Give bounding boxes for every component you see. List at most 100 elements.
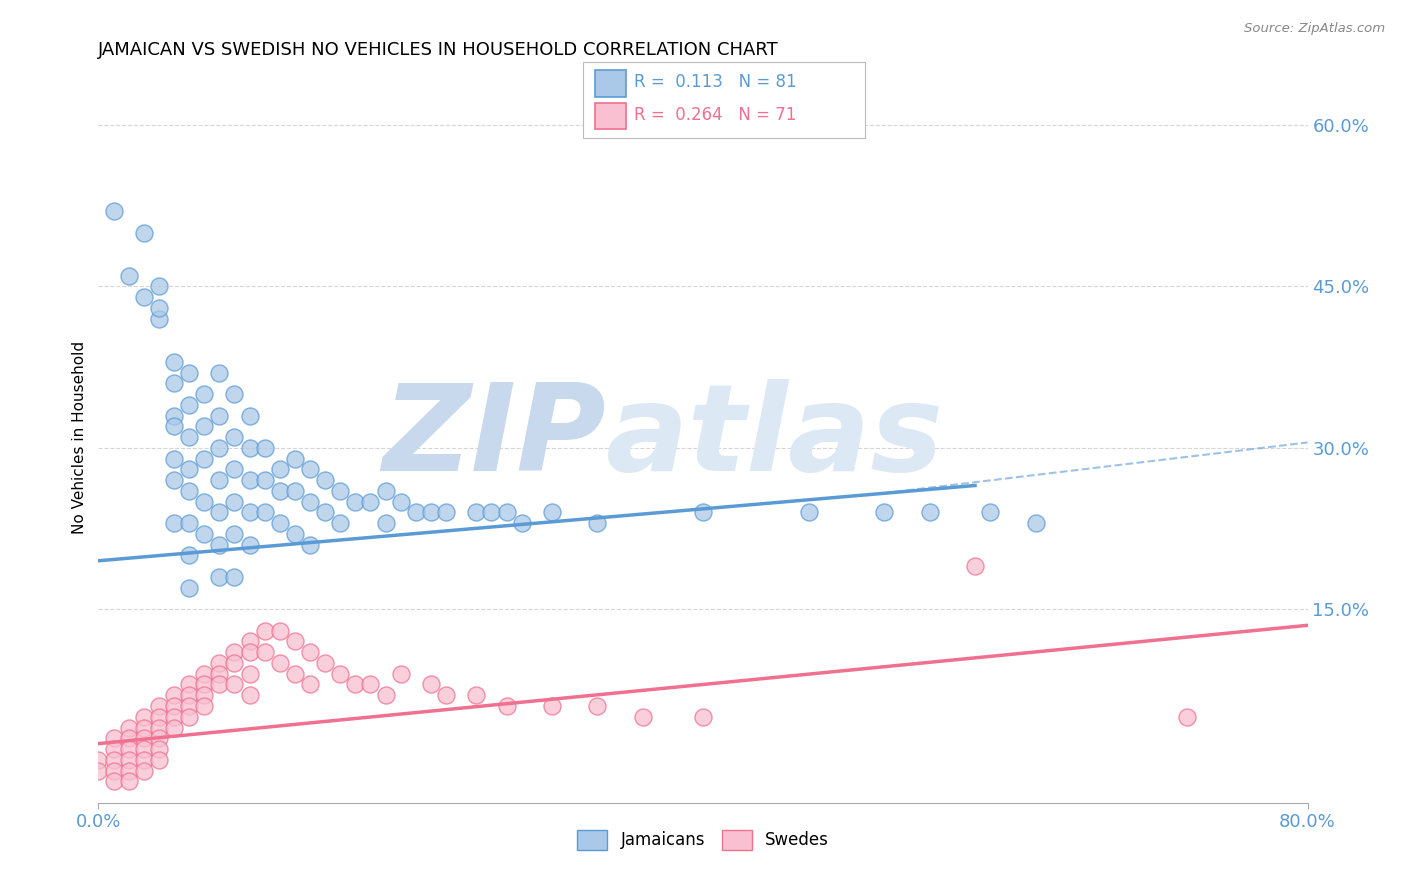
Point xyxy=(224,645,246,659)
Point xyxy=(269,624,291,638)
Point xyxy=(314,656,336,670)
Point xyxy=(148,731,170,746)
Text: ZIP: ZIP xyxy=(382,378,606,496)
Point xyxy=(208,656,231,670)
Point xyxy=(586,516,609,530)
Point xyxy=(495,698,517,713)
Point xyxy=(269,656,291,670)
Point xyxy=(163,409,186,423)
Point xyxy=(132,731,155,746)
Point xyxy=(87,764,110,778)
Point xyxy=(224,570,246,584)
Point xyxy=(797,505,820,519)
Point xyxy=(253,473,276,487)
Point xyxy=(148,698,170,713)
Point xyxy=(208,473,231,487)
Point xyxy=(299,462,322,476)
Point xyxy=(179,430,201,444)
Point xyxy=(224,494,246,508)
Point xyxy=(284,483,307,498)
Point xyxy=(132,290,155,304)
Point xyxy=(465,505,488,519)
Point xyxy=(163,419,186,434)
Point xyxy=(148,301,170,315)
Point xyxy=(224,677,246,691)
Point xyxy=(692,710,714,724)
Text: JAMAICAN VS SWEDISH NO VEHICLES IN HOUSEHOLD CORRELATION CHART: JAMAICAN VS SWEDISH NO VEHICLES IN HOUSE… xyxy=(98,41,779,59)
Point xyxy=(103,731,125,746)
Point xyxy=(239,634,262,648)
Point xyxy=(389,494,412,508)
Point xyxy=(405,505,427,519)
Point xyxy=(314,473,336,487)
Point xyxy=(253,505,276,519)
Point xyxy=(374,516,396,530)
Point xyxy=(979,505,1001,519)
Point xyxy=(193,494,215,508)
Point xyxy=(239,538,262,552)
Point xyxy=(103,204,125,219)
Point xyxy=(179,398,201,412)
Point xyxy=(208,441,231,455)
Point xyxy=(118,742,141,756)
Point xyxy=(329,516,352,530)
Point xyxy=(148,311,170,326)
Point xyxy=(132,226,155,240)
Point xyxy=(163,451,186,466)
Point xyxy=(163,721,186,735)
Point xyxy=(208,409,231,423)
Point xyxy=(179,688,201,702)
Point xyxy=(193,688,215,702)
Point xyxy=(179,366,201,380)
Point xyxy=(344,494,367,508)
Point xyxy=(163,688,186,702)
Point xyxy=(224,527,246,541)
Point xyxy=(208,570,231,584)
Point xyxy=(118,753,141,767)
Legend: Jamaicans, Swedes: Jamaicans, Swedes xyxy=(571,823,835,856)
Point xyxy=(269,462,291,476)
Point xyxy=(193,666,215,681)
Point xyxy=(179,462,201,476)
Point xyxy=(208,538,231,552)
Point xyxy=(495,505,517,519)
Text: R =  0.264   N = 71: R = 0.264 N = 71 xyxy=(634,106,796,124)
Point xyxy=(148,710,170,724)
Point xyxy=(253,645,276,659)
Point xyxy=(389,666,412,681)
Point xyxy=(103,742,125,756)
Point xyxy=(118,774,141,789)
Point xyxy=(103,774,125,789)
Point xyxy=(208,666,231,681)
Point xyxy=(965,559,987,574)
Text: atlas: atlas xyxy=(606,378,945,496)
Point xyxy=(179,698,201,713)
Point xyxy=(873,505,896,519)
Point xyxy=(253,441,276,455)
Point xyxy=(918,505,941,519)
Point xyxy=(179,516,201,530)
Point xyxy=(148,742,170,756)
Point xyxy=(132,721,155,735)
Point xyxy=(163,516,186,530)
Point xyxy=(253,624,276,638)
Point xyxy=(132,753,155,767)
Point xyxy=(224,656,246,670)
Point xyxy=(1175,710,1198,724)
Point xyxy=(269,516,291,530)
Point xyxy=(179,677,201,691)
Point xyxy=(239,473,262,487)
Point xyxy=(284,666,307,681)
Point xyxy=(631,710,654,724)
Point xyxy=(299,645,322,659)
Point xyxy=(239,666,262,681)
Point xyxy=(224,462,246,476)
Text: R =  0.113   N = 81: R = 0.113 N = 81 xyxy=(634,73,797,91)
Point xyxy=(148,753,170,767)
Point xyxy=(118,721,141,735)
Point xyxy=(118,268,141,283)
Point xyxy=(179,483,201,498)
Point xyxy=(329,483,352,498)
Point xyxy=(224,430,246,444)
Point xyxy=(132,764,155,778)
